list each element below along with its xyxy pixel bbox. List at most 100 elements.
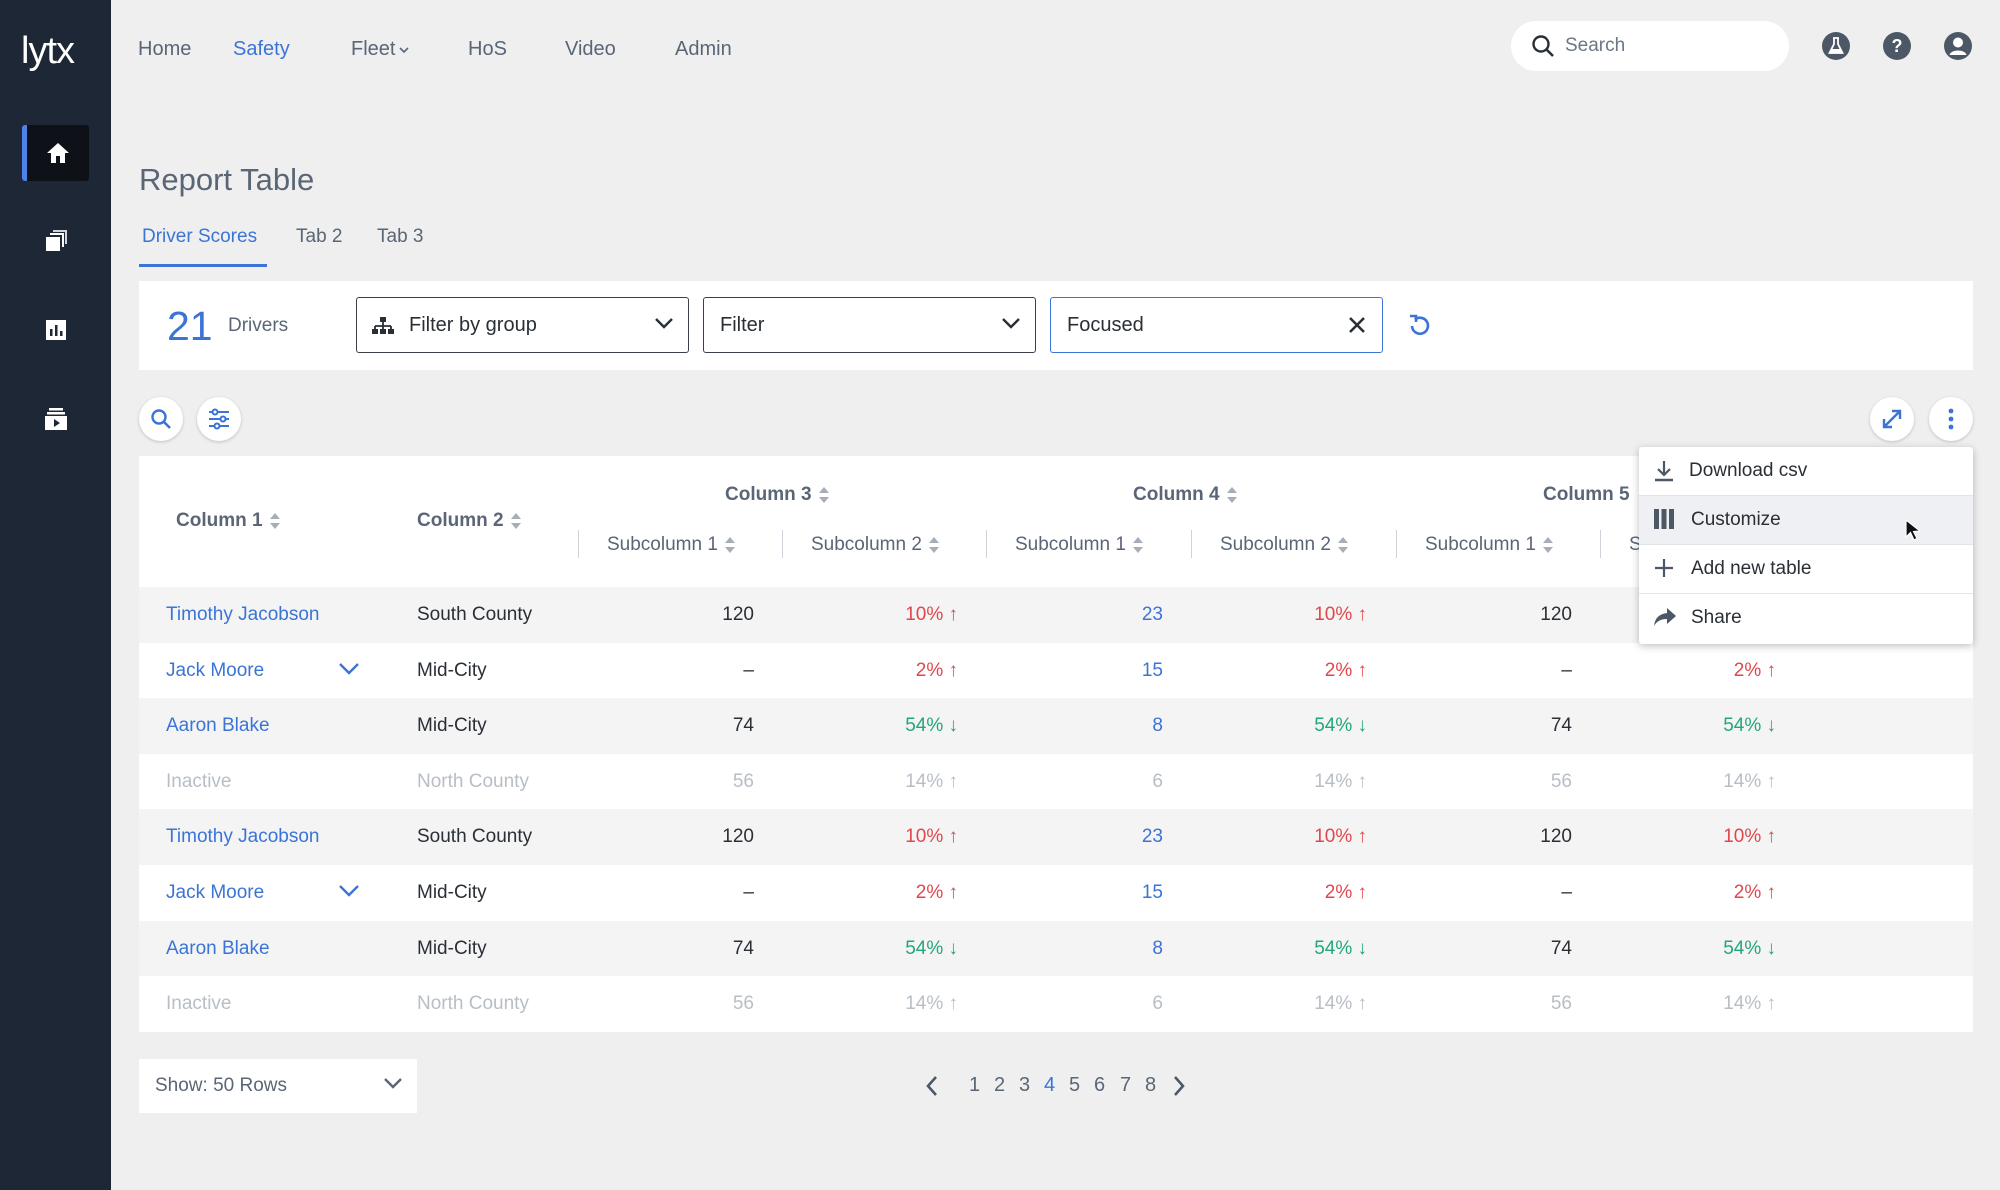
metric-value: 120 bbox=[722, 826, 754, 848]
expand-button[interactable] bbox=[1870, 397, 1914, 441]
driver-name[interactable]: Jack Moore bbox=[166, 882, 265, 903]
tab-2[interactable]: Tab 2 bbox=[296, 226, 343, 247]
nav-hos[interactable]: HoS bbox=[468, 38, 507, 60]
region: Mid-City bbox=[417, 882, 487, 903]
subcolumn-label: Subcolumn 1 bbox=[1015, 534, 1126, 555]
driver-count: 21 bbox=[167, 303, 213, 349]
sliders-icon bbox=[209, 408, 229, 430]
sort-icon bbox=[818, 486, 829, 503]
prev-page-icon[interactable] bbox=[925, 1075, 939, 1097]
metric-value: 120 bbox=[722, 604, 754, 625]
nav-video[interactable]: Video bbox=[565, 38, 616, 60]
driver-name[interactable]: Timothy Jacobson bbox=[166, 826, 320, 848]
column-4-header[interactable]: Column 4 bbox=[1133, 484, 1238, 506]
metric-value: 6 bbox=[1152, 770, 1163, 792]
chevron-down-icon[interactable] bbox=[338, 661, 360, 677]
page-number[interactable]: 4 bbox=[1044, 1074, 1056, 1096]
close-icon[interactable] bbox=[1348, 316, 1366, 334]
trend-value: 54% ↓ bbox=[1723, 715, 1776, 737]
metric-value[interactable]: 15 bbox=[1141, 882, 1163, 903]
search-input[interactable] bbox=[1565, 33, 1765, 59]
flask-icon[interactable] bbox=[1821, 31, 1851, 61]
driver-name[interactable]: Timothy Jacobson bbox=[166, 604, 320, 625]
column-1-label: Column 1 bbox=[176, 510, 263, 531]
c4-subcolumn-1-header[interactable]: Subcolumn 1 bbox=[1015, 534, 1144, 556]
nav-fleet[interactable]: Fleet bbox=[351, 38, 410, 61]
c3-subcolumn-1-header[interactable]: Subcolumn 1 bbox=[607, 534, 736, 556]
table-settings-button[interactable] bbox=[197, 397, 241, 441]
chevron-down-icon bbox=[399, 47, 410, 53]
table-row: Inactive North County 56 14% ↑ 6 14% ↑ 56 14% ↑ bbox=[139, 753, 1973, 810]
trend-value: 54% ↓ bbox=[1314, 715, 1367, 737]
driver-name[interactable]: Aaron Blake bbox=[166, 715, 270, 737]
search-icon bbox=[151, 409, 171, 429]
page-number[interactable]: 5 bbox=[1069, 1074, 1081, 1096]
divider bbox=[986, 530, 987, 558]
page-number[interactable]: 8 bbox=[1145, 1074, 1157, 1096]
menu-customize[interactable]: Customize bbox=[1639, 496, 1973, 544]
column-5-header[interactable]: Column 5 bbox=[1543, 484, 1630, 506]
column-2-header[interactable]: Column 2 bbox=[417, 510, 522, 532]
driver-count-label: Drivers bbox=[228, 315, 289, 336]
reset-icon[interactable] bbox=[1407, 313, 1433, 339]
rail-reports[interactable] bbox=[22, 302, 89, 358]
trend-value: 2% ↑ bbox=[1733, 882, 1776, 903]
nav-safety[interactable]: Safety bbox=[233, 38, 290, 60]
home-icon bbox=[47, 143, 69, 163]
page-number[interactable]: 7 bbox=[1120, 1074, 1132, 1096]
column-3-header[interactable]: Column 3 bbox=[725, 484, 830, 506]
subcolumn-label: Subcolumn 2 bbox=[811, 534, 922, 555]
page-number[interactable]: 6 bbox=[1094, 1074, 1106, 1096]
c3-subcolumn-2-header[interactable]: Subcolumn 2 bbox=[811, 534, 940, 556]
help-icon[interactable]: ? bbox=[1882, 31, 1912, 61]
column-1-header[interactable]: Column 1 bbox=[176, 510, 281, 532]
driver-name[interactable]: Aaron Blake bbox=[166, 937, 270, 959]
c5-subcolumn-2-header[interactable]: S bbox=[1629, 534, 1642, 555]
sort-icon bbox=[724, 536, 735, 553]
c5-subcolumn-1-header[interactable]: Subcolumn 1 bbox=[1425, 534, 1554, 556]
focused-filter-chip[interactable]: Focused bbox=[1050, 297, 1383, 353]
menu-download-csv[interactable]: Download csv bbox=[1639, 447, 1973, 495]
trend-value: 54% ↓ bbox=[1314, 937, 1367, 959]
region: Mid-City bbox=[417, 937, 487, 959]
next-page-icon[interactable] bbox=[1172, 1075, 1186, 1097]
subcolumn-label: Subcolumn 2 bbox=[1220, 534, 1331, 555]
metric-value: – bbox=[743, 659, 754, 681]
chevron-down-icon[interactable] bbox=[338, 883, 360, 899]
driver-name[interactable]: Jack Moore bbox=[166, 659, 265, 681]
more-vertical-icon bbox=[1948, 408, 1954, 430]
region: Mid-City bbox=[417, 715, 487, 737]
rail-copy[interactable] bbox=[22, 213, 89, 269]
user-icon[interactable] bbox=[1943, 31, 1973, 61]
rail-home[interactable] bbox=[22, 125, 89, 181]
menu-add-new-table[interactable]: Add new table bbox=[1639, 545, 1973, 593]
page-number[interactable]: 2 bbox=[994, 1074, 1006, 1096]
trend-value: 14% ↑ bbox=[905, 770, 958, 792]
more-options-button[interactable] bbox=[1929, 397, 1973, 441]
metric-value[interactable]: 8 bbox=[1152, 715, 1163, 737]
page-number[interactable]: 3 bbox=[1019, 1074, 1031, 1096]
page-number[interactable]: 1 bbox=[969, 1074, 981, 1096]
rail-video[interactable] bbox=[22, 391, 89, 447]
sort-icon bbox=[1226, 486, 1237, 503]
rows-per-page-select[interactable]: Show: 50 Rows bbox=[139, 1059, 417, 1113]
metric-value[interactable]: 15 bbox=[1141, 659, 1163, 681]
trend-value: 54% ↓ bbox=[1723, 937, 1776, 959]
metric-value: 74 bbox=[1550, 715, 1572, 737]
metric-value: 56 bbox=[732, 770, 754, 792]
table-search-button[interactable] bbox=[139, 397, 183, 441]
tab-driver-scores[interactable]: Driver Scores bbox=[142, 226, 258, 247]
menu-share[interactable]: Share bbox=[1639, 594, 1973, 642]
metric-value[interactable]: 8 bbox=[1152, 937, 1163, 959]
group-filter-select[interactable]: Filter by group bbox=[356, 297, 689, 353]
tab-3[interactable]: Tab 3 bbox=[377, 226, 424, 247]
metric-value[interactable]: 23 bbox=[1141, 826, 1163, 848]
nav-home[interactable]: Home bbox=[138, 38, 192, 60]
search-box[interactable] bbox=[1511, 21, 1789, 71]
metric-value: 56 bbox=[1550, 993, 1572, 1015]
columns-icon bbox=[1654, 509, 1674, 529]
metric-value[interactable]: 23 bbox=[1141, 604, 1163, 625]
filter-select[interactable]: Filter bbox=[703, 297, 1036, 353]
nav-admin[interactable]: Admin bbox=[675, 38, 732, 60]
c4-subcolumn-2-header[interactable]: Subcolumn 2 bbox=[1220, 534, 1349, 556]
